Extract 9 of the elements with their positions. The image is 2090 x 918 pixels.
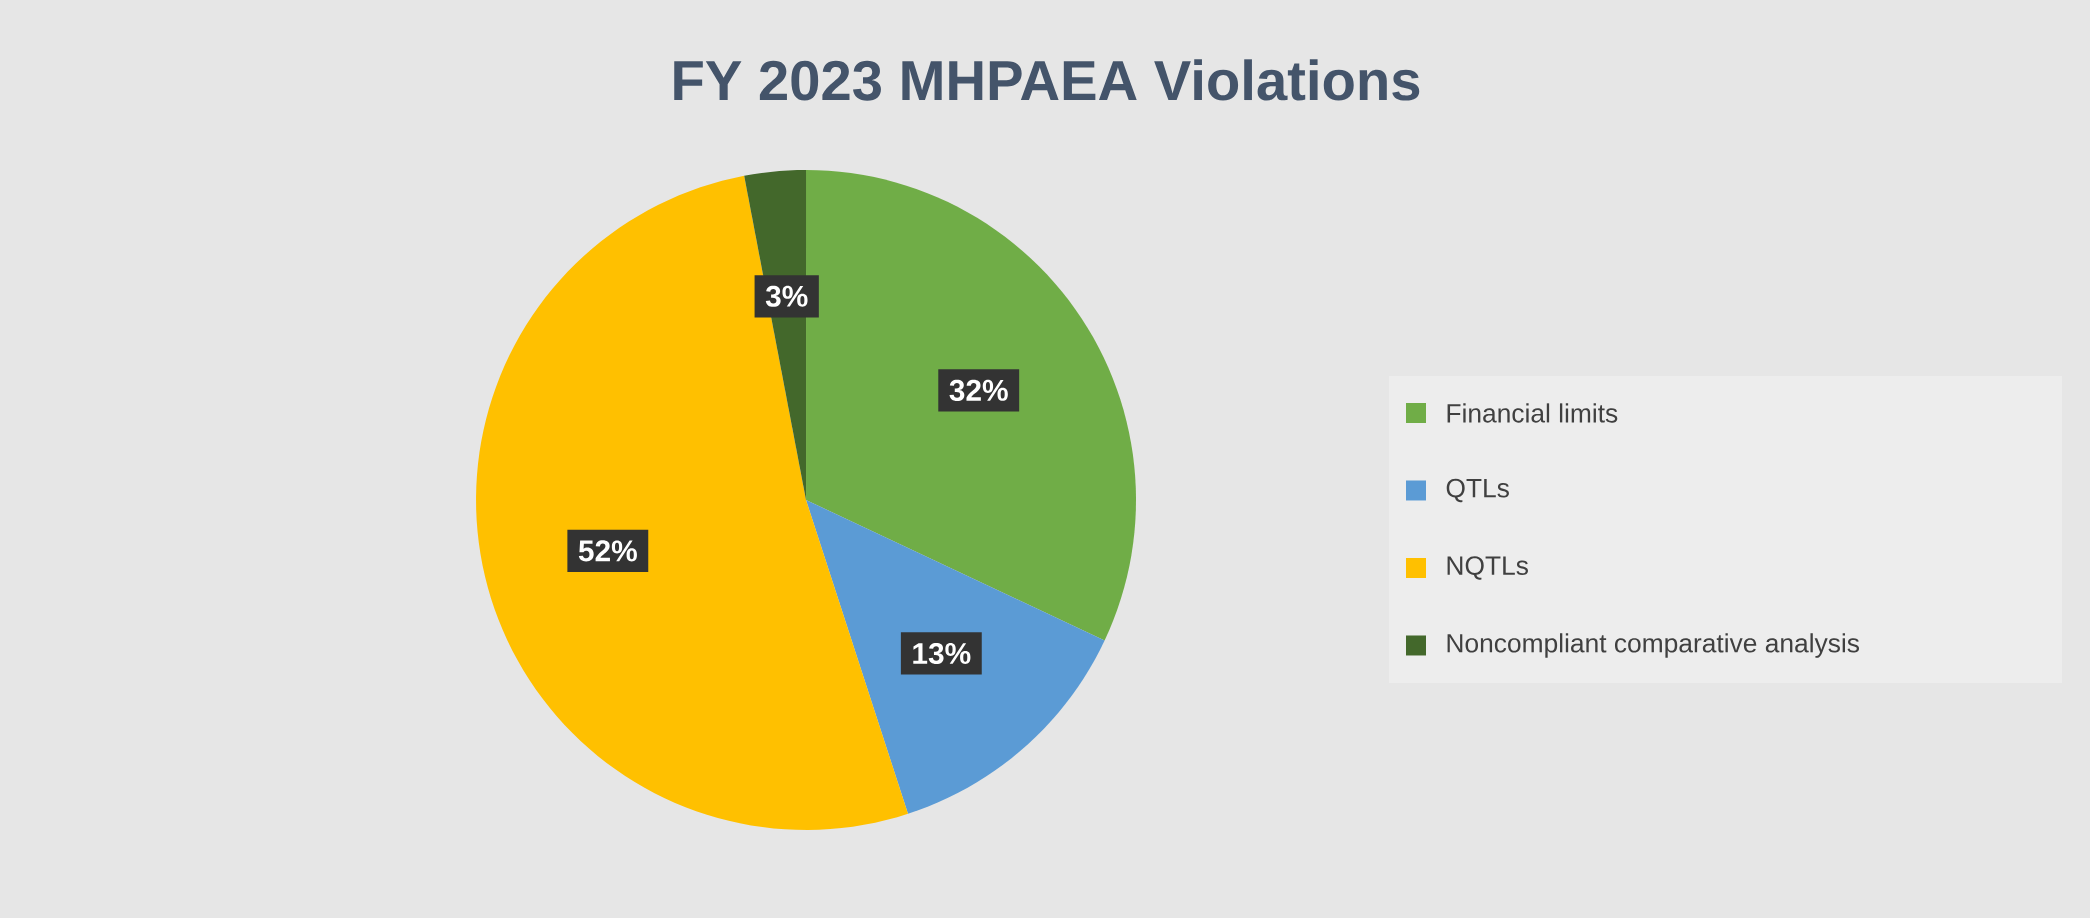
data-label: 52% — [578, 540, 637, 562]
data-label: 13% — [913, 642, 971, 665]
chart-title: FY 2023 MHPAEA Violations — [674, 59, 1420, 101]
legend-label: Financial limits — [1447, 403, 1618, 423]
legend-label: NQTLs — [1447, 556, 1528, 580]
legend-label: QTLs — [1446, 478, 1509, 503]
data-label: 3% — [765, 285, 808, 307]
data-label: 32% — [949, 379, 1008, 401]
legend-label: Noncompliant comparative analysis — [1447, 633, 1860, 658]
